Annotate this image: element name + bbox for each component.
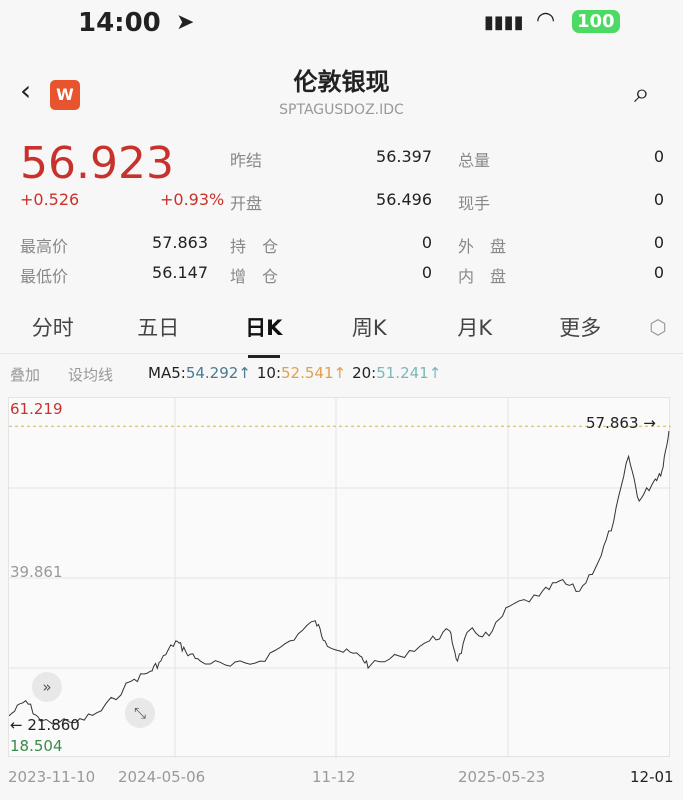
min-marker: ← 21.860 (10, 716, 80, 734)
field-label: 内 盘 (458, 267, 507, 286)
max-marker: 57.863 → (586, 414, 656, 432)
page-title: 伦敦银现 (293, 68, 390, 96)
y-mid-label: 39.861 (10, 563, 63, 581)
y-max-label: 61.219 (10, 400, 63, 418)
last-price: 56.923 (20, 138, 174, 189)
app-logo: W (50, 80, 80, 110)
x-tick: 2024-05-06 (118, 768, 206, 786)
field-value: 57.863 (152, 233, 208, 252)
field-label: 总量 (458, 151, 491, 170)
field-label: 现手 (458, 194, 491, 213)
ma10-label: 10: (256, 364, 282, 382)
price-change: +0.526 (20, 190, 80, 209)
signal-icon: ▮▮▮▮ (484, 12, 524, 33)
ma5-value: 54.292↑ (185, 364, 251, 382)
field-label: 昨结 (230, 151, 263, 170)
ma-settings-button[interactable]: 设均线 (68, 366, 114, 384)
field-value: 56.397 (376, 147, 432, 166)
back-button[interactable]: ‹ (20, 74, 32, 107)
field-value: 56.496 (376, 190, 432, 209)
chart-area[interactable] (8, 397, 671, 758)
ma-legend: MA5: 54.292↑ 10: 52.541↑ 20: 51.241↑ (148, 364, 441, 382)
x-tick: 11-12 (312, 768, 356, 786)
location-icon: ➤ (176, 10, 195, 35)
ma20-label: 20: (352, 364, 377, 382)
field-label: 最低价 (20, 267, 69, 286)
price-chart (9, 398, 671, 758)
tab-intraday[interactable]: 分时 (31, 315, 74, 340)
fullscreen-icon[interactable]: ⤡ (125, 698, 155, 728)
ma5-label: MA5: (148, 364, 186, 382)
tab-more[interactable]: 更多 (559, 315, 602, 340)
field-value: 0 (421, 263, 432, 282)
field-label: 增 仓 (230, 267, 279, 286)
tab-monthly-k[interactable]: 月K (457, 315, 493, 340)
field-value: 0 (653, 263, 664, 282)
ma10-value: 52.541↑ (281, 364, 347, 382)
field-label: 开盘 (230, 194, 263, 213)
period-tabs: 分时 五日 日K 周K 月K 更多 ⬡ (0, 300, 683, 358)
field-label: 最高价 (20, 237, 69, 256)
y-min-label: 18.504 (10, 737, 63, 755)
overlay-button[interactable]: 叠加 (10, 366, 41, 384)
price-change-pct: +0.93% (160, 190, 225, 209)
search-icon[interactable]: ⌕ (634, 76, 650, 109)
x-tick: 12-01 (630, 768, 674, 786)
battery-icon: 100 (572, 10, 620, 33)
field-value: 0 (421, 233, 432, 252)
tab-daily-k[interactable]: 日K (211, 312, 317, 358)
price-line (9, 430, 670, 725)
status-time: 14:00 (78, 8, 161, 38)
field-label: 持 仓 (230, 237, 279, 256)
symbol-code: SPTAGUSDOZ.IDC (279, 102, 404, 118)
field-value: 56.147 (152, 263, 208, 282)
tab-weekly-k[interactable]: 周K (351, 315, 387, 340)
tab-5day[interactable]: 五日 (137, 315, 180, 340)
ma20-value: 51.241↑ (376, 364, 442, 382)
field-value: 0 (653, 233, 664, 252)
settings-icon[interactable]: ⬡ (649, 314, 667, 339)
x-tick: 2025-05-23 (458, 768, 546, 786)
field-value: 0 (653, 147, 664, 166)
x-tick: 2023-11-10 (8, 768, 96, 786)
field-value: 0 (653, 190, 664, 209)
wifi-icon: ◠ (536, 8, 556, 33)
field-label: 外 盘 (458, 237, 507, 256)
scroll-forward-icon[interactable]: » (32, 672, 62, 702)
